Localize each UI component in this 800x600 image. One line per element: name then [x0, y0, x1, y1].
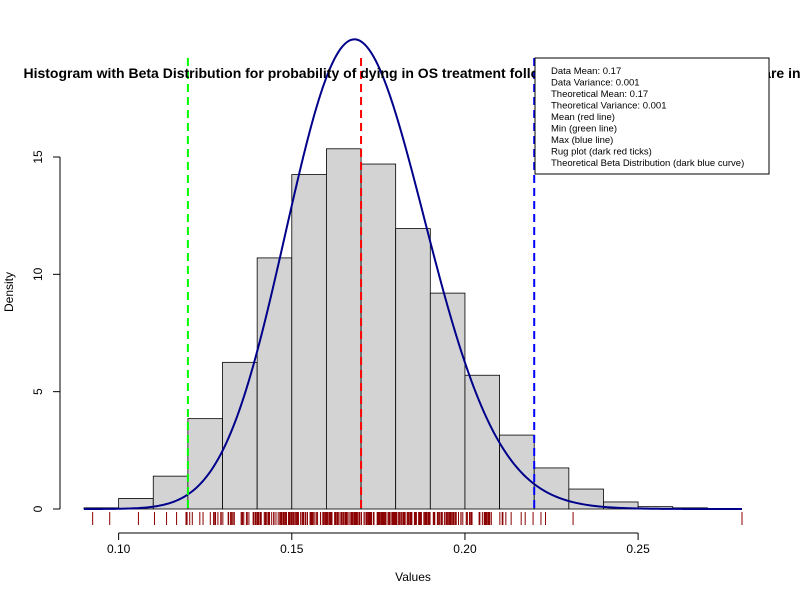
beta-distribution-curve: [84, 38, 742, 510]
legend-entry-7: Rug plot (dark red ticks): [551, 147, 652, 158]
y-tick-label-1: 5: [31, 388, 45, 395]
legend-entry-5: Min (green line): [551, 124, 617, 135]
histogram-bar-8: [360, 163, 397, 510]
histogram-bars: [83, 148, 708, 510]
y-tick-label-3: 15: [31, 150, 45, 164]
rug-plot: [92, 512, 743, 525]
legend-entry-2: Theoretical Mean: 0.17: [551, 89, 648, 100]
histogram-bar-3: [187, 418, 223, 510]
histogram-bar-12: [499, 434, 535, 510]
histogram-bar-11: [464, 374, 500, 510]
x-axis-label: Values: [395, 570, 431, 584]
histogram-bar-15: [603, 501, 639, 510]
x-tick-label-0: 0.10: [107, 542, 131, 556]
y-tick-label-2: 10: [31, 267, 45, 281]
histogram-bar-9: [395, 228, 431, 510]
legend-entry-3: Theoretical Variance: 0.001: [551, 101, 666, 112]
y-tick-label-0: 0: [31, 505, 45, 512]
histogram-bar-4: [222, 361, 258, 510]
histogram-bar-5: [256, 257, 293, 510]
legend-entry-1: Data Variance: 0.001: [551, 78, 640, 89]
reference-lines: [186, 58, 536, 509]
legend-entry-4: Mean (red line): [551, 112, 615, 123]
x-tick-label-2: 0.20: [453, 542, 477, 556]
histogram-bar-10: [429, 292, 466, 510]
legend-entry-6: Max (blue line): [551, 135, 613, 146]
legend-entry-8: Theoretical Beta Distribution (dark blue…: [551, 158, 744, 169]
x-tick-label-3: 0.25: [626, 542, 650, 556]
legend-box: [534, 57, 770, 175]
histogram-bar-7: [326, 148, 362, 510]
legend-entry-0: Data Mean: 0.17: [551, 66, 621, 77]
x-tick-label-1: 0.15: [280, 542, 304, 556]
y-axis-label: Density: [2, 272, 16, 312]
axes: 0.10 0.15 0.20 0.25 0 5 10 15: [31, 150, 650, 556]
beta-curve-layer: [84, 38, 742, 510]
histogram-bar-2: [152, 475, 189, 510]
histogram-bar-6: [291, 174, 327, 510]
